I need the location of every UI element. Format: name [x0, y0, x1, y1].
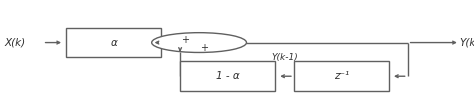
Circle shape [152, 33, 246, 52]
FancyBboxPatch shape [294, 61, 389, 91]
FancyBboxPatch shape [180, 61, 275, 91]
FancyBboxPatch shape [66, 28, 161, 57]
Text: 1 - α: 1 - α [216, 71, 239, 81]
Text: Y(k-1): Y(k-1) [271, 53, 298, 62]
Text: z⁻¹: z⁻¹ [334, 71, 349, 81]
Text: Y(k): Y(k) [460, 38, 474, 48]
Text: X(k): X(k) [5, 38, 26, 48]
Text: +: + [200, 42, 208, 53]
Text: α: α [110, 38, 117, 48]
Text: +: + [181, 35, 189, 45]
